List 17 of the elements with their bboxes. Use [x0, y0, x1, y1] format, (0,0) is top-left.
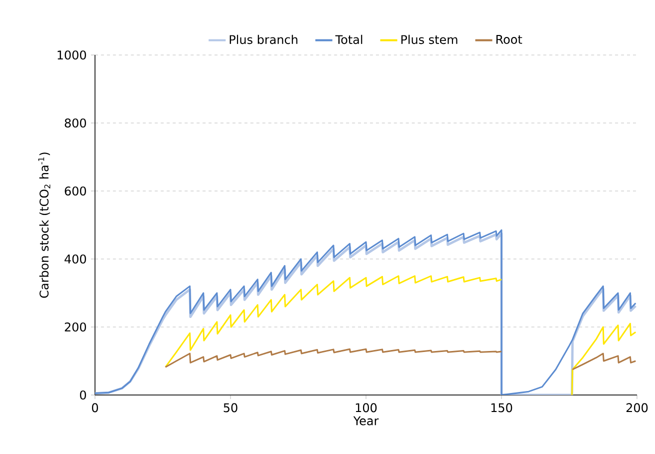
y-tick-label: 1000 — [58, 50, 86, 60]
y-tick-label: 600 — [64, 186, 86, 196]
x-tick-label: 0 — [92, 403, 98, 412]
x-tick-label: 50 — [224, 403, 238, 412]
legend-label: Total — [335, 34, 362, 44]
legend-label: Root — [496, 35, 522, 44]
y-tick-label: 200 — [64, 322, 86, 332]
y-axis-title: Carbon stock (tCO$_{2}$ ha$^{-1}$) — [38, 152, 50, 298]
y-tick-label: 0 — [80, 390, 86, 400]
x-axis-title: Year — [353, 416, 379, 426]
x-tick-label: 200 — [626, 403, 648, 412]
y-tick-label: 800 — [64, 118, 86, 128]
x-tick-label: 150 — [491, 403, 512, 412]
y-tick-label: 400 — [64, 254, 86, 264]
x-tick-label: 100 — [356, 403, 377, 412]
legend-label: Plus stem — [401, 34, 458, 44]
legend-label: Plus branch — [230, 34, 298, 44]
